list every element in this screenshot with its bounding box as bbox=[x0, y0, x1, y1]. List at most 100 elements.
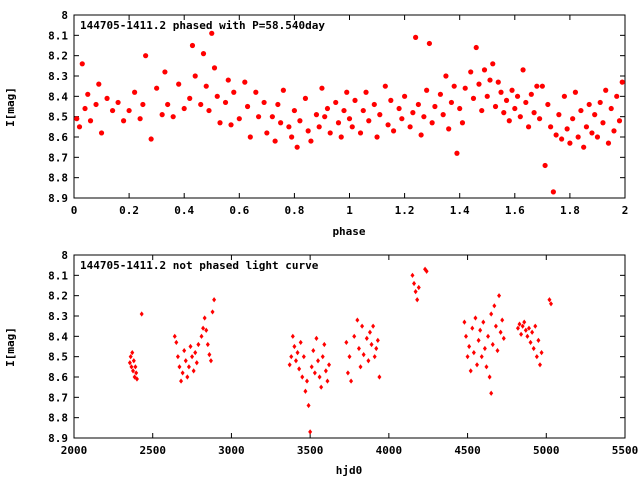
data-point bbox=[493, 323, 498, 329]
data-point bbox=[217, 120, 223, 126]
data-point bbox=[303, 388, 308, 394]
data-point bbox=[131, 358, 136, 364]
data-point bbox=[415, 101, 421, 108]
data-point bbox=[361, 352, 366, 358]
data-point bbox=[185, 374, 190, 380]
x-tick-label: 2500 bbox=[139, 444, 166, 457]
data-point bbox=[206, 107, 212, 114]
data-point bbox=[202, 315, 207, 321]
data-point bbox=[131, 368, 136, 374]
data-point bbox=[98, 130, 105, 136]
data-point bbox=[605, 140, 612, 146]
data-point bbox=[367, 329, 372, 335]
data-point bbox=[490, 61, 496, 67]
data-point bbox=[304, 378, 309, 384]
data-point bbox=[225, 77, 231, 83]
data-point bbox=[424, 268, 429, 274]
y-tick-label: 8.2 bbox=[48, 290, 68, 303]
data-point bbox=[261, 99, 267, 106]
data-point bbox=[188, 343, 193, 350]
data-point bbox=[377, 374, 382, 380]
data-point bbox=[214, 93, 220, 99]
y-tick-label: 8.1 bbox=[48, 29, 68, 42]
data-point bbox=[242, 79, 248, 85]
y-tick-label: 8.7 bbox=[48, 391, 68, 404]
data-point bbox=[501, 110, 507, 116]
data-point bbox=[396, 105, 402, 112]
data-point bbox=[429, 120, 435, 126]
data-point bbox=[200, 51, 207, 57]
y-tick-label: 8.2 bbox=[48, 50, 68, 63]
data-point bbox=[294, 144, 300, 150]
data-point bbox=[128, 354, 133, 360]
x-tick-label: 3000 bbox=[218, 444, 245, 457]
data-point bbox=[410, 272, 415, 278]
data-point bbox=[549, 301, 554, 307]
data-point bbox=[374, 134, 380, 140]
data-point bbox=[280, 87, 286, 93]
data-point bbox=[269, 114, 275, 120]
x-tick-label: 1.4 bbox=[450, 204, 470, 217]
data-point bbox=[570, 116, 576, 122]
data-point bbox=[556, 112, 562, 118]
data-point bbox=[278, 120, 284, 126]
data-point bbox=[534, 83, 540, 89]
data-point bbox=[492, 103, 499, 110]
data-point bbox=[515, 325, 520, 331]
data-point bbox=[490, 341, 495, 348]
data-point bbox=[186, 364, 191, 370]
data-point bbox=[177, 364, 182, 370]
x-tick-label: 1.8 bbox=[560, 204, 580, 217]
y-tick-label: 8.6 bbox=[48, 131, 68, 144]
data-point bbox=[478, 327, 483, 333]
data-point bbox=[317, 374, 322, 380]
data-point bbox=[407, 124, 413, 130]
data-point bbox=[413, 34, 419, 40]
data-point bbox=[413, 289, 418, 295]
plot-frame bbox=[73, 14, 626, 199]
data-point bbox=[193, 350, 198, 356]
data-point bbox=[363, 89, 369, 95]
data-point bbox=[179, 378, 184, 384]
data-point bbox=[295, 350, 300, 356]
chart-title: 144705-1411.2 phased with P=58.540day bbox=[80, 19, 325, 32]
data-point bbox=[335, 120, 342, 126]
x-tick-label: 5000 bbox=[533, 444, 560, 457]
data-point bbox=[467, 343, 472, 350]
data-point bbox=[74, 116, 80, 122]
data-point bbox=[126, 107, 132, 114]
data-point bbox=[134, 376, 139, 382]
data-point bbox=[390, 128, 397, 134]
data-point bbox=[443, 73, 449, 79]
data-point bbox=[415, 297, 420, 303]
data-point bbox=[548, 124, 554, 130]
data-point bbox=[589, 130, 595, 136]
x-tick-label: 4000 bbox=[376, 444, 403, 457]
data-point bbox=[360, 323, 365, 329]
data-point bbox=[210, 309, 215, 315]
x-tick-label: 1.2 bbox=[395, 204, 415, 217]
data-point bbox=[462, 85, 468, 91]
data-point bbox=[531, 110, 537, 116]
data-point bbox=[140, 101, 146, 108]
data-point bbox=[137, 116, 143, 122]
data-point bbox=[143, 53, 149, 59]
data-point bbox=[297, 366, 302, 372]
data-point bbox=[586, 101, 592, 108]
data-point bbox=[319, 384, 324, 390]
data-point bbox=[357, 130, 364, 136]
data-point bbox=[484, 364, 489, 370]
data-point bbox=[347, 354, 352, 360]
data-point bbox=[272, 138, 278, 144]
data-point bbox=[424, 87, 430, 93]
data-point bbox=[349, 124, 355, 130]
data-point bbox=[495, 79, 501, 85]
data-point bbox=[388, 97, 394, 103]
data-point bbox=[476, 337, 481, 343]
data-point bbox=[608, 105, 614, 112]
data-point bbox=[228, 122, 234, 128]
data-point bbox=[545, 101, 551, 108]
data-point bbox=[526, 325, 531, 331]
data-point bbox=[175, 354, 180, 360]
data-point bbox=[375, 337, 380, 343]
